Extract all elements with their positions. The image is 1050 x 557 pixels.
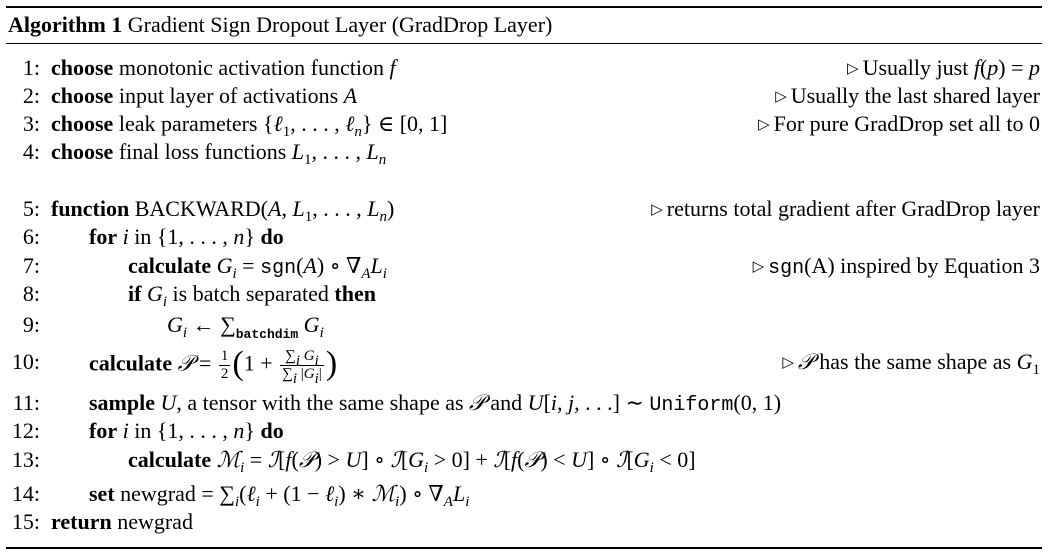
caption-rule <box>6 43 1042 44</box>
comment-triangle-icon: ▷ <box>651 202 663 218</box>
line-comment: ▷ 𝒫 has the same shape as G1 <box>782 349 1040 378</box>
line-number: 2: <box>22 83 40 108</box>
algo-line-4: 4: choose final loss functions L1, . . .… <box>6 138 1042 168</box>
line-text: calculate ℳi = ℐ[f(𝒫) > U] ∘ ℐ[Gi > 0] +… <box>128 447 696 476</box>
algo-line-11: 11: sample U, a tensor with the same sha… <box>6 389 1042 417</box>
algo-line-10: 10: calculate 𝒫 = 1 2 (1 + ∑i Gi ∑i |Gi|) ▷… <box>6 346 1042 387</box>
line-text: return newgrad <box>51 509 193 534</box>
algo-line-7: 7: calculate Gi = sgn(A) ∘ ∇ALi ▷ sgn(A) … <box>6 252 1042 282</box>
line-text: choose leak parameters {ℓ1, . . . , ℓn} … <box>51 111 448 140</box>
algo-line-2: 2: choose input layer of activations A ▷… <box>6 82 1042 110</box>
line-text: choose input layer of activations A <box>51 83 358 108</box>
line-number: 5: <box>22 196 40 221</box>
line-number: 1: <box>22 55 40 80</box>
comment-triangle-icon: ▷ <box>752 259 765 275</box>
algo-line-3: 3: choose leak parameters {ℓ1, . . . , ℓ… <box>6 110 1042 140</box>
line-text: set newgrad = ∑i(ℓi + (1 − ℓi) ∗ ℳi) ∘ ∇… <box>89 481 470 510</box>
line-number: 13: <box>11 447 40 472</box>
algorithm-label: Algorithm 1 <box>8 12 123 37</box>
line-comment: ▷ sgn(A) inspired by Equation 3 <box>752 253 1040 280</box>
line-text: choose final loss functions L1, . . . , … <box>51 139 387 168</box>
line-text: Gi ← ∑batchdim Gi <box>167 312 324 342</box>
line-comment: ▷ returns total gradient after GradDrop l… <box>651 196 1040 221</box>
top-rule <box>6 6 1042 8</box>
line-comment: ▷ For pure GradDrop set all to 0 <box>758 111 1040 136</box>
line-number: 11: <box>12 390 40 415</box>
line-number: 8: <box>22 281 40 306</box>
algo-line-12: 12: for i in {1, . . . , n} do <box>6 417 1042 445</box>
line-text: choose monotonic activation function f <box>51 55 396 80</box>
line-text: calculate Gi = sgn(A) ∘ ∇ALi <box>128 253 387 282</box>
line-number: 10: <box>11 349 40 374</box>
algo-line-9: 9: Gi ← ∑batchdim Gi <box>6 311 1042 342</box>
line-comment: ▷ Usually the last shared layer <box>775 83 1040 108</box>
algo-line-13: 13: calculate ℳi = ℐ[f(𝒫) > U] ∘ ℐ[Gi > … <box>6 446 1042 476</box>
line-number: 9: <box>22 312 40 337</box>
line-number: 14: <box>11 481 40 506</box>
algo-line-15: 15: return newgrad <box>6 508 1042 536</box>
fraction: ∑i Gi ∑i |Gi| <box>280 348 324 387</box>
line-text: if Gi is batch separated then <box>128 281 376 310</box>
line-text: calculate 𝒫 = 1 2 (1 + ∑i Gi ∑i |Gi|) <box>89 344 338 387</box>
bottom-rule <box>6 547 1042 549</box>
comment-triangle-icon: ▷ <box>782 355 794 371</box>
line-number: 3: <box>22 111 40 136</box>
line-text: for i in {1, . . . , n} do <box>89 418 284 443</box>
line-text: function BACKWARD(A, L1, . . . , Ln) <box>51 196 395 225</box>
comment-triangle-icon: ▷ <box>847 61 859 77</box>
comment-triangle-icon: ▷ <box>758 117 770 133</box>
algo-line-8: 8: if Gi is batch separated then <box>6 280 1042 310</box>
comment-triangle-icon: ▷ <box>775 89 787 105</box>
line-number: 6: <box>22 224 40 249</box>
algo-line-6: 6: for i in {1, . . . , n} do <box>6 223 1042 251</box>
line-number: 4: <box>22 139 40 164</box>
algo-line-1: 1: choose monotonic activation function … <box>6 54 1042 82</box>
algorithm-caption: Algorithm 1 Gradient Sign Dropout Layer … <box>8 12 552 38</box>
line-number: 7: <box>22 253 40 278</box>
algorithm-title: Gradient Sign Dropout Layer (GradDrop La… <box>127 12 553 37</box>
line-text: for i in {1, . . . , n} do <box>89 224 284 249</box>
algo-line-14: 14: set newgrad = ∑i(ℓi + (1 − ℓi) ∗ ℳi)… <box>6 480 1042 510</box>
line-text: sample U, a tensor with the same shape a… <box>89 390 782 417</box>
line-number: 15: <box>11 509 40 534</box>
line-comment: ▷ Usually just f(p) = p <box>847 55 1040 80</box>
line-number: 12: <box>11 418 40 443</box>
algo-line-5: 5: function BACKWARD(A, L1, . . . , Ln) … <box>6 195 1042 225</box>
